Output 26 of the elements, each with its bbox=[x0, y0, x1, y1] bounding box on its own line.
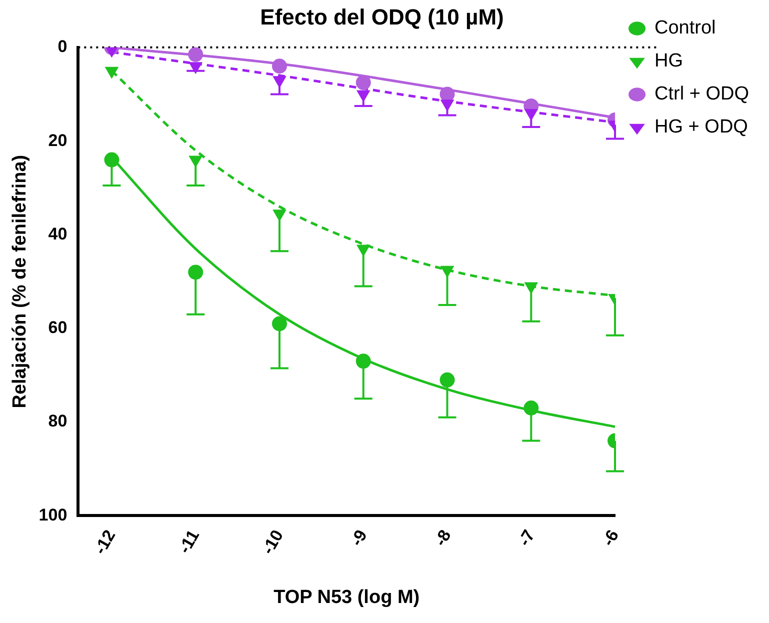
x-tick-label: -8 bbox=[430, 526, 455, 550]
point bbox=[356, 354, 371, 369]
x-tick-label: -6 bbox=[598, 526, 623, 550]
x-tick-label: -11 bbox=[174, 526, 204, 557]
x-tick-label: -9 bbox=[346, 526, 371, 550]
x-tick-label: -7 bbox=[514, 526, 539, 550]
y-tick-label: 20 bbox=[48, 130, 68, 150]
point bbox=[188, 264, 204, 280]
x-axis-title: TOP N53 (log M) bbox=[274, 586, 420, 608]
y-tick-label: 100 bbox=[38, 505, 68, 524]
legend-label: Ctrl + ODQ bbox=[654, 84, 750, 105]
y-axis-title: Relajación (% de fenilefrina) bbox=[10, 154, 31, 408]
y-tick-label: 60 bbox=[48, 318, 68, 338]
legend-label: HG bbox=[654, 50, 684, 72]
point bbox=[272, 316, 287, 332]
y-tick-label: 0 bbox=[58, 37, 68, 56]
legend-label: HG + ODQ bbox=[654, 116, 748, 138]
point bbox=[524, 400, 539, 416]
point bbox=[105, 66, 118, 78]
x-tick-label: -10 bbox=[258, 526, 288, 558]
x-tick-label: -12 bbox=[90, 526, 120, 558]
point bbox=[440, 372, 455, 388]
y-tick-label: 80 bbox=[48, 412, 68, 431]
legend-label: Control bbox=[654, 18, 716, 39]
y-tick-label: 40 bbox=[48, 224, 68, 244]
chart-title: Efecto del ODQ (10 µM) bbox=[260, 4, 504, 30]
